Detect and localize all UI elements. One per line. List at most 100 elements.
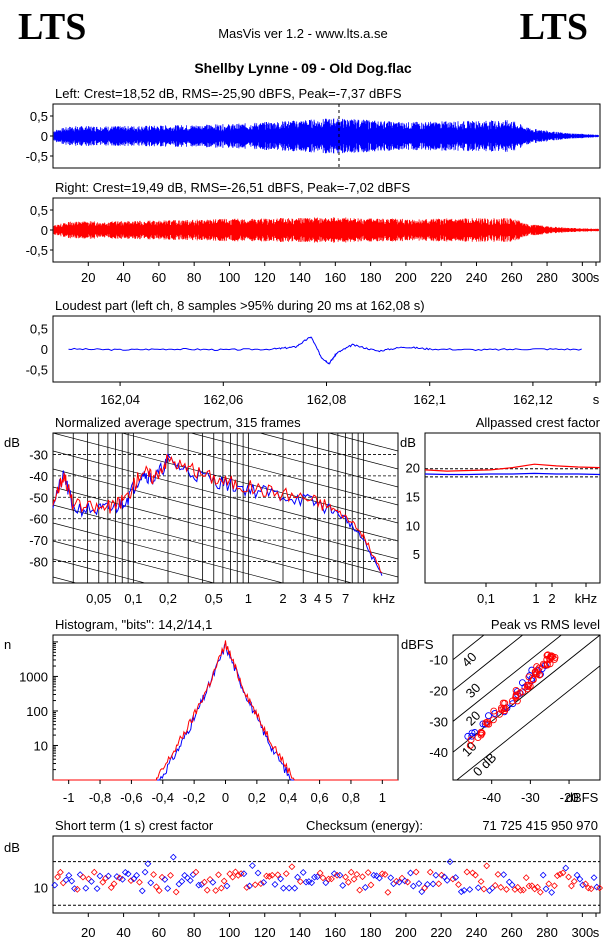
short-crest-point-1 (531, 885, 539, 893)
short-crest-point-1 (102, 874, 109, 882)
peak-rms-point-1 (477, 728, 485, 736)
short-crest-point-0 (308, 879, 316, 887)
peak-rms-xtick: dBFS (566, 790, 599, 805)
spectrum-slope-line (53, 595, 398, 685)
short-crest-point-1 (545, 880, 553, 888)
short-crest-point-1 (455, 881, 462, 888)
short-crest-point-0 (446, 858, 454, 866)
histogram-xtick: -0,4 (152, 790, 174, 805)
short-crest-point-0 (590, 874, 598, 882)
peak-rms-ytick: -40 (429, 745, 448, 760)
crest-xtick: 2 (548, 591, 555, 606)
peak-rms-point-0 (468, 729, 476, 737)
crest-xtick: 1 (532, 591, 539, 606)
short-crest-point-0 (505, 878, 513, 886)
logo-left: LTS (18, 6, 87, 48)
short-crest-point-0 (138, 887, 146, 895)
short-crest-point-1 (449, 875, 457, 883)
spectrum-series-1 (52, 454, 383, 574)
short-crest-point-1 (282, 870, 290, 877)
left-title: Left: Crest=18,52 dB, RMS=-25,90 dBFS, P… (55, 86, 402, 101)
histogram-xtick: 0,6 (311, 790, 329, 805)
short-crest-xtick: s (593, 925, 600, 940)
short-crest-point-1 (364, 869, 372, 876)
crest-frame (424, 432, 601, 584)
short-crest-point-1 (483, 862, 491, 870)
short-crest-point-1 (404, 878, 412, 886)
crest-ytick: 20 (406, 461, 420, 476)
right-xtick: 40 (116, 270, 130, 285)
short-crest-point-0 (144, 860, 152, 868)
short-crest-point-1 (503, 886, 510, 893)
histogram-series-1 (53, 640, 398, 781)
peak-rms-point-1 (496, 710, 504, 718)
loudest-ytick: -0,5 (26, 363, 48, 378)
short-crest-point-0 (119, 876, 126, 883)
right-xtick: 120 (254, 270, 276, 285)
right-ytick: -0,5 (26, 243, 48, 258)
short-crest-point-0 (68, 877, 76, 885)
crest-title: Allpassed crest factor (476, 415, 601, 430)
peak-rms-ytick: -30 (429, 714, 448, 729)
short-crest-point-0 (65, 872, 73, 879)
short-crest-point-1 (328, 875, 335, 883)
histogram-ytick: 1000 (19, 669, 48, 684)
short-crest-point-1 (536, 888, 544, 896)
crest-xtick: 0,1 (477, 591, 495, 606)
left-ytick: 0,5 (30, 109, 48, 124)
peak-rms-point-1 (529, 676, 537, 684)
short-crest-point-1 (435, 880, 443, 888)
histogram-xtick: 1 (379, 790, 386, 805)
short-crest-point-1 (491, 882, 499, 889)
short-crest-ylabel: dB (4, 840, 20, 855)
histogram-xtick: 0 (222, 790, 229, 805)
loudest-xtick: s (593, 392, 600, 407)
short-crest-point-1 (463, 868, 471, 876)
short-crest-xtick: 20 (81, 925, 95, 940)
short-crest-point-0 (407, 869, 414, 877)
short-crest-point-1 (472, 871, 479, 879)
histogram-title: Histogram, "bits": 14,2/14,1 (55, 617, 212, 632)
right-xtick: 100 (219, 270, 241, 285)
short-crest-point-1 (359, 873, 366, 881)
peak-rms-point-1 (489, 716, 497, 724)
short-crest-xtick: 260 (501, 925, 523, 940)
short-crest-point-0 (500, 871, 508, 879)
peak-rms-point-1 (526, 682, 534, 690)
short-crest-point-0 (124, 870, 132, 878)
short-crest-point-0 (466, 886, 474, 893)
histogram-ytick: 100 (26, 704, 48, 719)
short-crest-point-1 (268, 871, 276, 879)
short-crest-point-1 (234, 871, 242, 879)
short-crest-point-0 (294, 873, 301, 881)
short-crest-point-0 (178, 878, 186, 885)
peak-rms-point-0 (485, 712, 492, 720)
short-crest-point-0 (401, 877, 409, 885)
short-crest-point-0 (313, 873, 321, 881)
short-crest-point-1 (469, 869, 476, 877)
right-xtick: 260 (501, 270, 523, 285)
short-crest-point-0 (415, 880, 423, 887)
short-crest-point-1 (288, 863, 296, 871)
peak-rms-xtick: -20 (560, 790, 579, 805)
short-crest-point-0 (440, 873, 448, 881)
spectrum-xtick: 0,2 (159, 591, 177, 606)
short-crest-point-0 (370, 871, 378, 879)
crest-series-0 (424, 472, 601, 476)
short-crest-point-1 (367, 881, 375, 889)
short-crest-point-0 (51, 881, 59, 889)
short-crest-point-0 (539, 871, 547, 879)
short-crest-point-0 (285, 884, 293, 892)
short-crest-point-1 (172, 888, 180, 896)
loudest-xtick: 162,1 (413, 392, 446, 407)
spectrum-xtick: 5 (325, 591, 332, 606)
short-crest-point-1 (229, 873, 237, 881)
right-xtick: 220 (430, 270, 452, 285)
histogram-series-0 (53, 640, 398, 781)
short-crest-point-0 (161, 876, 169, 883)
short-crest-xtick: 180 (360, 925, 382, 940)
right-xtick: 240 (466, 270, 488, 285)
spectrum-slope-line (53, 450, 398, 542)
short-crest-point-0 (429, 880, 437, 888)
short-crest-point-1 (353, 870, 361, 878)
